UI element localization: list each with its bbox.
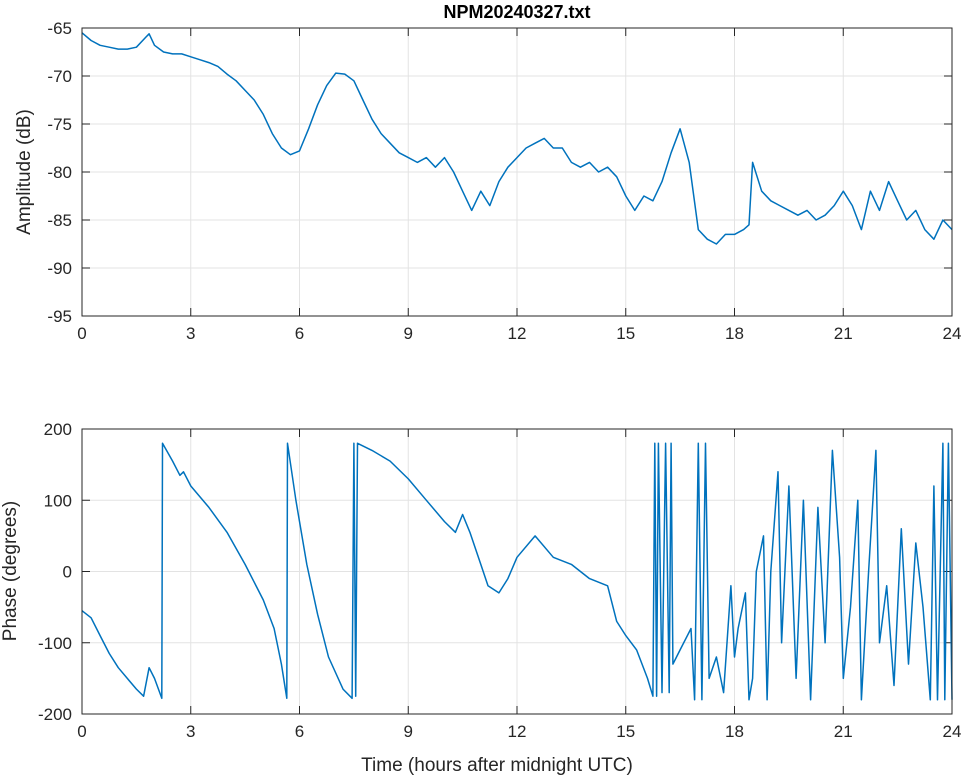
phase-series-line [81,442,953,701]
x-tick-label: 15 [616,324,635,343]
x-tick-label: 12 [508,324,527,343]
y-tick-label: -85 [47,211,72,230]
x-tick-label: 12 [508,722,527,741]
y-tick-label: -70 [47,67,72,86]
y-tick-label: 0 [63,563,72,582]
x-tick-label: 24 [943,722,962,741]
y-tick-label: -95 [47,307,72,326]
axes-box [81,428,953,715]
y-tick-label: -200 [38,705,72,724]
y-tick-label: 100 [44,491,72,510]
amplitude-series-line [81,32,953,245]
amplitude-ylabel: Amplitude (dB) [14,109,35,235]
x-tick-label: 18 [725,722,744,741]
amplitude-axes: 0 3 6 9 12 15 18 21 24 -65 -70 -75 -80 -85 -90 -95 [47,19,961,343]
y-tick-label: -100 [38,634,72,653]
phase-axes: 0 3 6 9 12 15 18 21 24 200 100 0 -100 -200 [38,420,961,741]
y-tick-label: -65 [47,19,72,38]
x-tick-label: 9 [404,722,413,741]
x-tick-label: 15 [616,722,635,741]
y-tick-label: -80 [47,163,72,182]
x-tick-label: 3 [186,722,195,741]
x-tick-label: 0 [77,324,86,343]
x-tick-label: 18 [725,324,744,343]
chart-title: NPM20240327.txt [443,2,590,22]
x-tick-label: 9 [404,324,413,343]
x-tick-label: 3 [186,324,195,343]
axes-box [81,27,953,317]
x-tick-label: 21 [834,722,853,741]
y-tick-label: -90 [47,259,72,278]
x-tick-label: 0 [77,722,86,741]
x-tick-label: 6 [295,722,304,741]
phase-ylabel: Phase (degrees) [0,501,21,641]
x-tick-label: 21 [834,324,853,343]
x-tick-label: 24 [943,324,962,343]
y-tick-label: -75 [47,115,72,134]
x-tick-label: 6 [295,324,304,343]
phase-xlabel: Time (hours after midnight UTC) [361,755,633,776]
y-tick-label: 200 [44,420,72,439]
